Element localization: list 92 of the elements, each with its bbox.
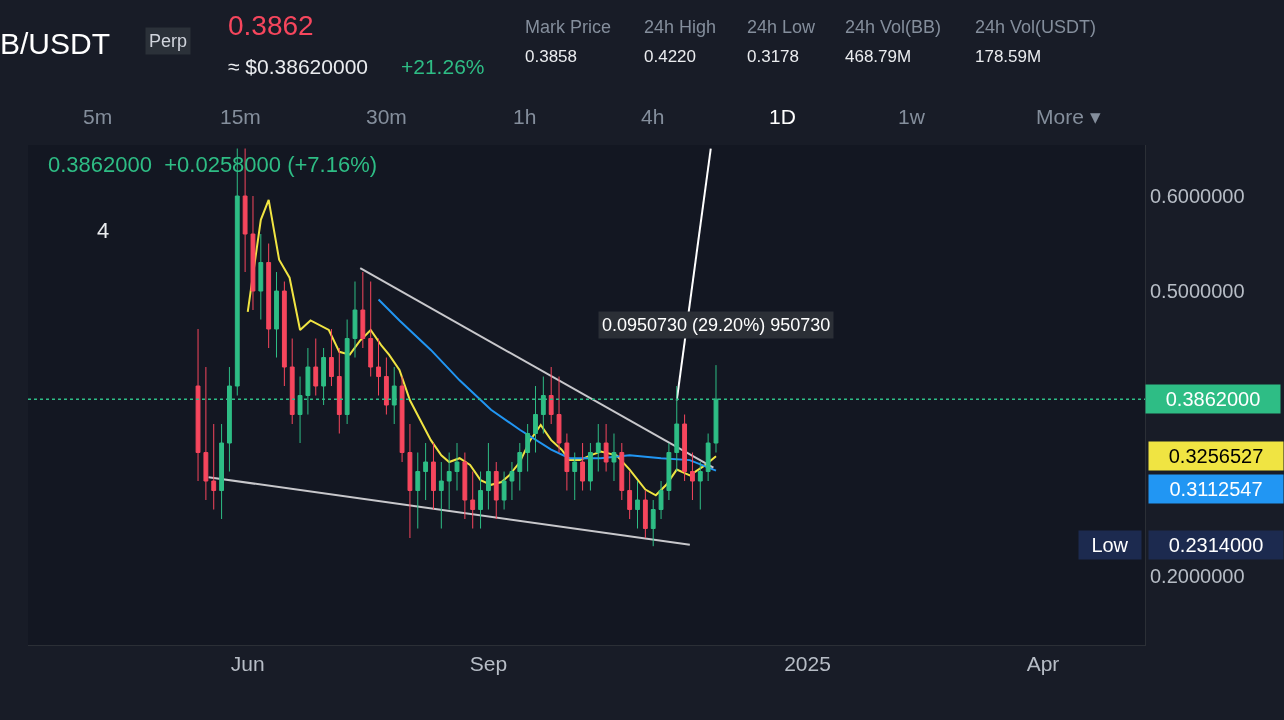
text: 468.79M — [845, 47, 912, 66]
candlestick — [454, 442, 460, 492]
text: 0.2314000 — [1168, 534, 1264, 556]
text: ≈ $0.38620000 — [228, 55, 368, 78]
text: 1D — [769, 105, 796, 128]
candlestick — [407, 423, 413, 539]
candlestick — [258, 233, 264, 321]
candlestick — [682, 414, 688, 482]
candlestick — [572, 452, 578, 501]
candlestick — [376, 338, 381, 397]
candlestick — [611, 433, 617, 482]
candlestick — [470, 471, 476, 530]
text: 24h Vol(USDT) — [975, 17, 1097, 37]
candlestick — [329, 328, 334, 387]
candlestick — [360, 271, 366, 349]
text: More ▾ — [1036, 105, 1101, 128]
candlestick — [352, 281, 358, 359]
text: 1h — [513, 105, 537, 128]
candlestick — [517, 442, 523, 492]
candlestick — [211, 423, 217, 511]
candlestick — [219, 423, 224, 520]
candlestick — [666, 442, 672, 501]
candlestick — [564, 433, 570, 492]
x-tick-label: 2025 — [784, 652, 831, 676]
text: +21.26% — [401, 55, 485, 78]
candlestick — [399, 376, 405, 463]
candlestick — [501, 471, 507, 511]
candlestick — [446, 452, 452, 511]
text: 178.59M — [975, 47, 1042, 66]
chart-title: B/USDT — [0, 26, 111, 60]
candlestick — [274, 271, 279, 359]
candlestick — [383, 357, 389, 416]
x-tick-label: Apr — [1026, 652, 1060, 676]
candlestick — [431, 442, 436, 511]
candlestick — [493, 461, 499, 520]
x-tick-label: Sep — [469, 652, 508, 676]
candlestick — [368, 281, 374, 378]
candlestick — [478, 471, 483, 530]
candlestick — [627, 471, 633, 520]
candlestick — [619, 442, 625, 501]
candlestick — [556, 376, 562, 454]
candlestick — [313, 338, 319, 397]
text: 5m — [83, 105, 113, 128]
text: 0.3178 — [747, 47, 799, 66]
candlestick — [485, 442, 491, 511]
candlestick — [250, 195, 256, 311]
candlestick — [635, 480, 640, 530]
text: Mark Price — [525, 17, 612, 37]
text: Perp — [149, 31, 188, 51]
annotation: Low — [1091, 534, 1129, 556]
text: 4h — [641, 105, 665, 128]
text: 0.3112547 — [1169, 478, 1263, 500]
candlestick — [438, 461, 444, 530]
y-tick-label: 0.5000000 — [1150, 280, 1245, 303]
ref-line-label: 0.3862000 — [1165, 388, 1261, 410]
candlestick — [415, 452, 421, 530]
candlestick — [203, 366, 209, 501]
text: 0.3862 — [228, 10, 314, 41]
candlestick — [336, 347, 342, 435]
text: 1w — [898, 105, 926, 128]
candlestick — [509, 461, 515, 501]
candlestick — [580, 442, 585, 492]
annotation: 0.0950730 (29.20%) 950730 — [602, 315, 831, 335]
text: 0.3256527 — [1168, 445, 1264, 467]
text: 24h Vol(BB) — [845, 17, 942, 37]
candlestick — [423, 442, 429, 501]
annotation: 4 — [97, 218, 110, 243]
candlestick — [697, 461, 703, 511]
x-tick-label: Jun — [230, 652, 265, 676]
candlestick — [281, 281, 287, 387]
text: 24h Low — [747, 17, 817, 37]
text: 0.3858 — [525, 47, 577, 66]
candlestick — [705, 433, 711, 482]
candlestick — [658, 480, 664, 520]
candlestick — [650, 499, 656, 547]
candlestick — [195, 328, 201, 482]
candlestick — [289, 338, 295, 425]
candlestick — [588, 442, 593, 492]
candlestick — [603, 423, 609, 473]
text: 0.4220 — [644, 47, 696, 66]
candlestick — [690, 452, 695, 501]
text: 30m — [366, 105, 407, 128]
candlestick — [266, 243, 272, 349]
y-tick-label: 0.2000000 — [1150, 565, 1245, 588]
candlestick — [548, 366, 554, 425]
text: 24h High — [644, 17, 717, 37]
candlestick — [595, 423, 601, 473]
candlestick — [525, 423, 531, 473]
y-tick-label: 0.6000000 — [1150, 185, 1245, 208]
candlestick — [462, 452, 468, 520]
text: 15m — [220, 105, 261, 128]
candlestick — [642, 490, 648, 539]
